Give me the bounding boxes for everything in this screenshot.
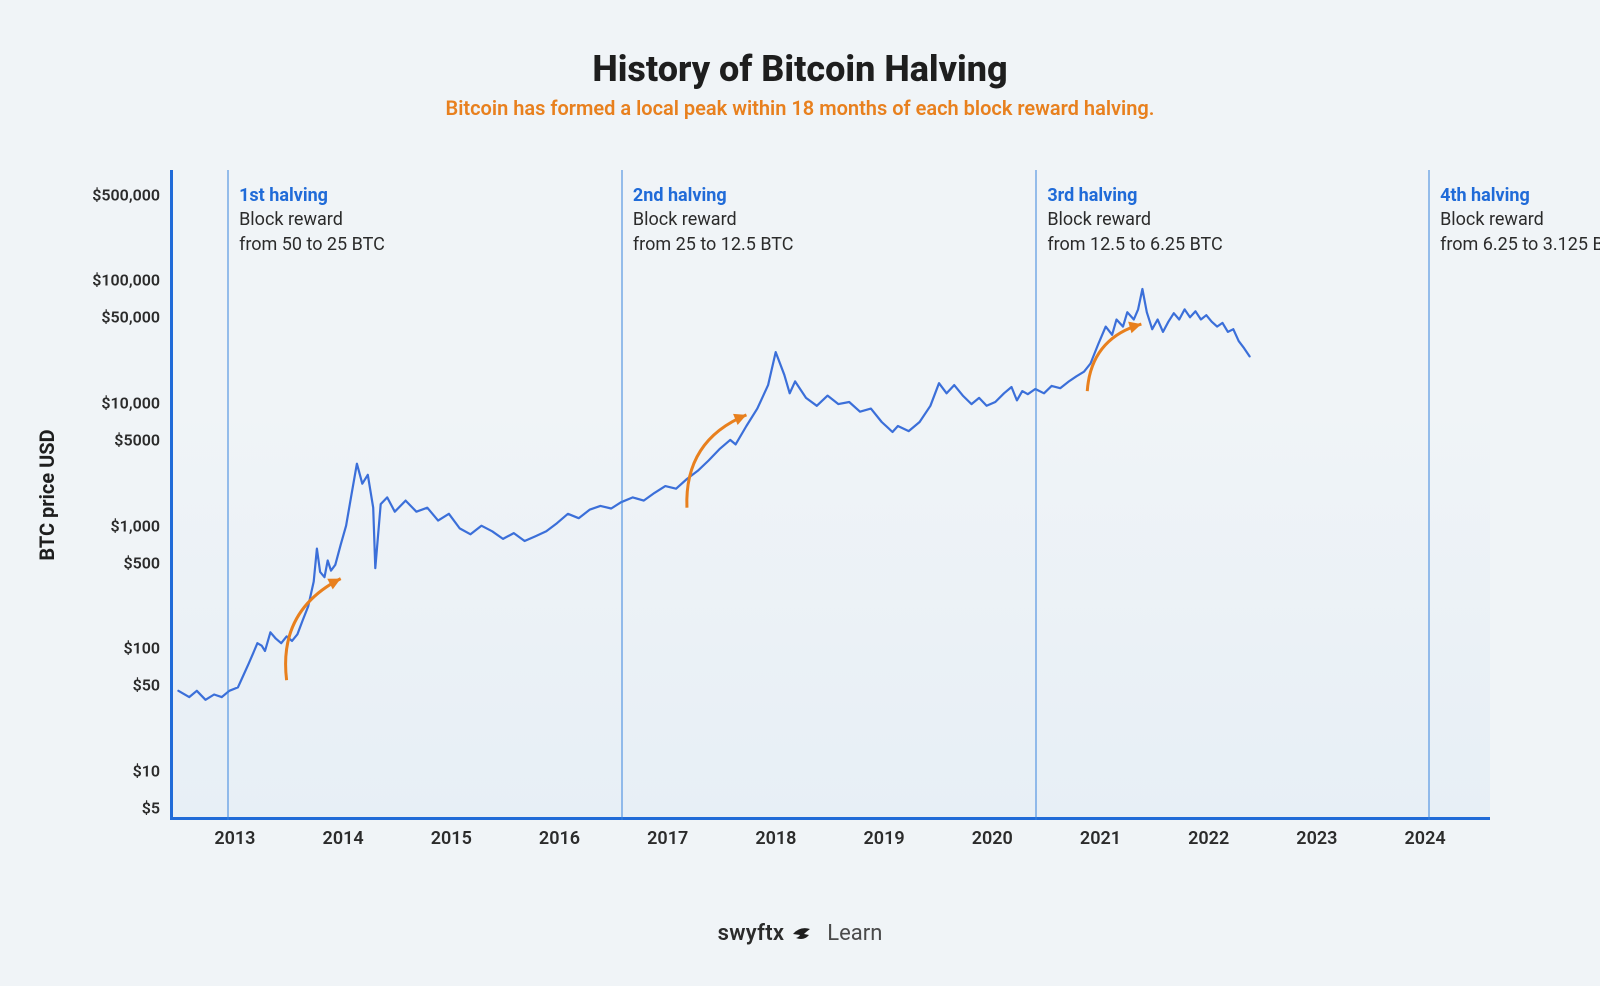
halving-line1: Block reward (239, 208, 385, 232)
brand-text: swyftx (718, 921, 785, 946)
halving-vline (227, 170, 229, 820)
y-tick-label: $50,000 (90, 308, 160, 327)
y-tick-label: $500 (90, 553, 160, 572)
y-tick-label: $100,000 (90, 271, 160, 290)
brand-sub: Learn (827, 921, 882, 946)
halving-title: 4th halving (1440, 184, 1600, 208)
halving-vline (1035, 170, 1037, 820)
halving-title: 3rd halving (1047, 184, 1222, 208)
halving-line1: Block reward (633, 208, 794, 232)
halving-label: 2nd halvingBlock rewardfrom 25 to 12.5 B… (633, 184, 794, 257)
y-tick-label: $50 (90, 676, 160, 695)
x-tick-label: 2013 (214, 828, 255, 849)
plot-svg (173, 170, 1493, 820)
halving-title: 1st halving (239, 184, 385, 208)
y-tick-label: $10 (90, 761, 160, 780)
halving-line2: from 6.25 to 3.125 BTC (1440, 233, 1600, 257)
y-tick-label: $5 (90, 798, 160, 817)
halving-line2: from 12.5 to 6.25 BTC (1047, 233, 1222, 257)
halving-vline (1428, 170, 1430, 820)
y-tick-label: $100 (90, 639, 160, 658)
x-tick-label: 2017 (647, 828, 688, 849)
y-tick-label: $10,000 (90, 394, 160, 413)
chart-title: History of Bitcoin Halving (0, 48, 1600, 90)
chart-subtitle: Bitcoin has formed a local peak within 1… (0, 96, 1600, 120)
halving-label: 3rd halvingBlock rewardfrom 12.5 to 6.25… (1047, 184, 1222, 257)
halving-label: 4th halvingBlock rewardfrom 6.25 to 3.12… (1440, 184, 1600, 257)
halving-line1: Block reward (1440, 208, 1600, 232)
halving-line1: Block reward (1047, 208, 1222, 232)
x-tick-label: 2016 (539, 828, 580, 849)
x-tick-label: 2022 (1188, 828, 1229, 849)
btc-price-line (178, 289, 1249, 700)
x-tick-label: 2019 (864, 828, 905, 849)
up-arrow-icon (286, 579, 341, 681)
halving-title: 2nd halving (633, 184, 794, 208)
y-axis-title: BTC price USD (35, 429, 59, 560)
y-tick-label: $5000 (90, 430, 160, 449)
y-tick-label: $500,000 (90, 185, 160, 204)
halving-line2: from 50 to 25 BTC (239, 233, 385, 257)
y-tick-label: $1,000 (90, 516, 160, 535)
halving-line2: from 25 to 12.5 BTC (633, 233, 794, 257)
plot-area: 1st halvingBlock rewardfrom 50 to 25 BTC… (170, 170, 1490, 820)
x-tick-label: 2018 (755, 828, 796, 849)
up-arrow-icon (687, 414, 747, 508)
brand-bird-icon (790, 920, 816, 944)
footer-brand: swyftx Learn (0, 920, 1600, 946)
x-tick-label: 2023 (1296, 828, 1337, 849)
up-arrow-icon (1087, 322, 1141, 391)
halving-label: 1st halvingBlock rewardfrom 50 to 25 BTC (239, 184, 385, 257)
x-tick-label: 2014 (323, 828, 364, 849)
page: History of Bitcoin Halving Bitcoin has f… (0, 0, 1600, 986)
x-tick-label: 2024 (1405, 828, 1446, 849)
x-tick-label: 2021 (1080, 828, 1121, 849)
x-tick-label: 2020 (972, 828, 1013, 849)
halving-vline (621, 170, 623, 820)
chart-area: BTC price USD 1st halvingBlock rewardfro… (90, 170, 1510, 870)
x-tick-label: 2015 (431, 828, 472, 849)
